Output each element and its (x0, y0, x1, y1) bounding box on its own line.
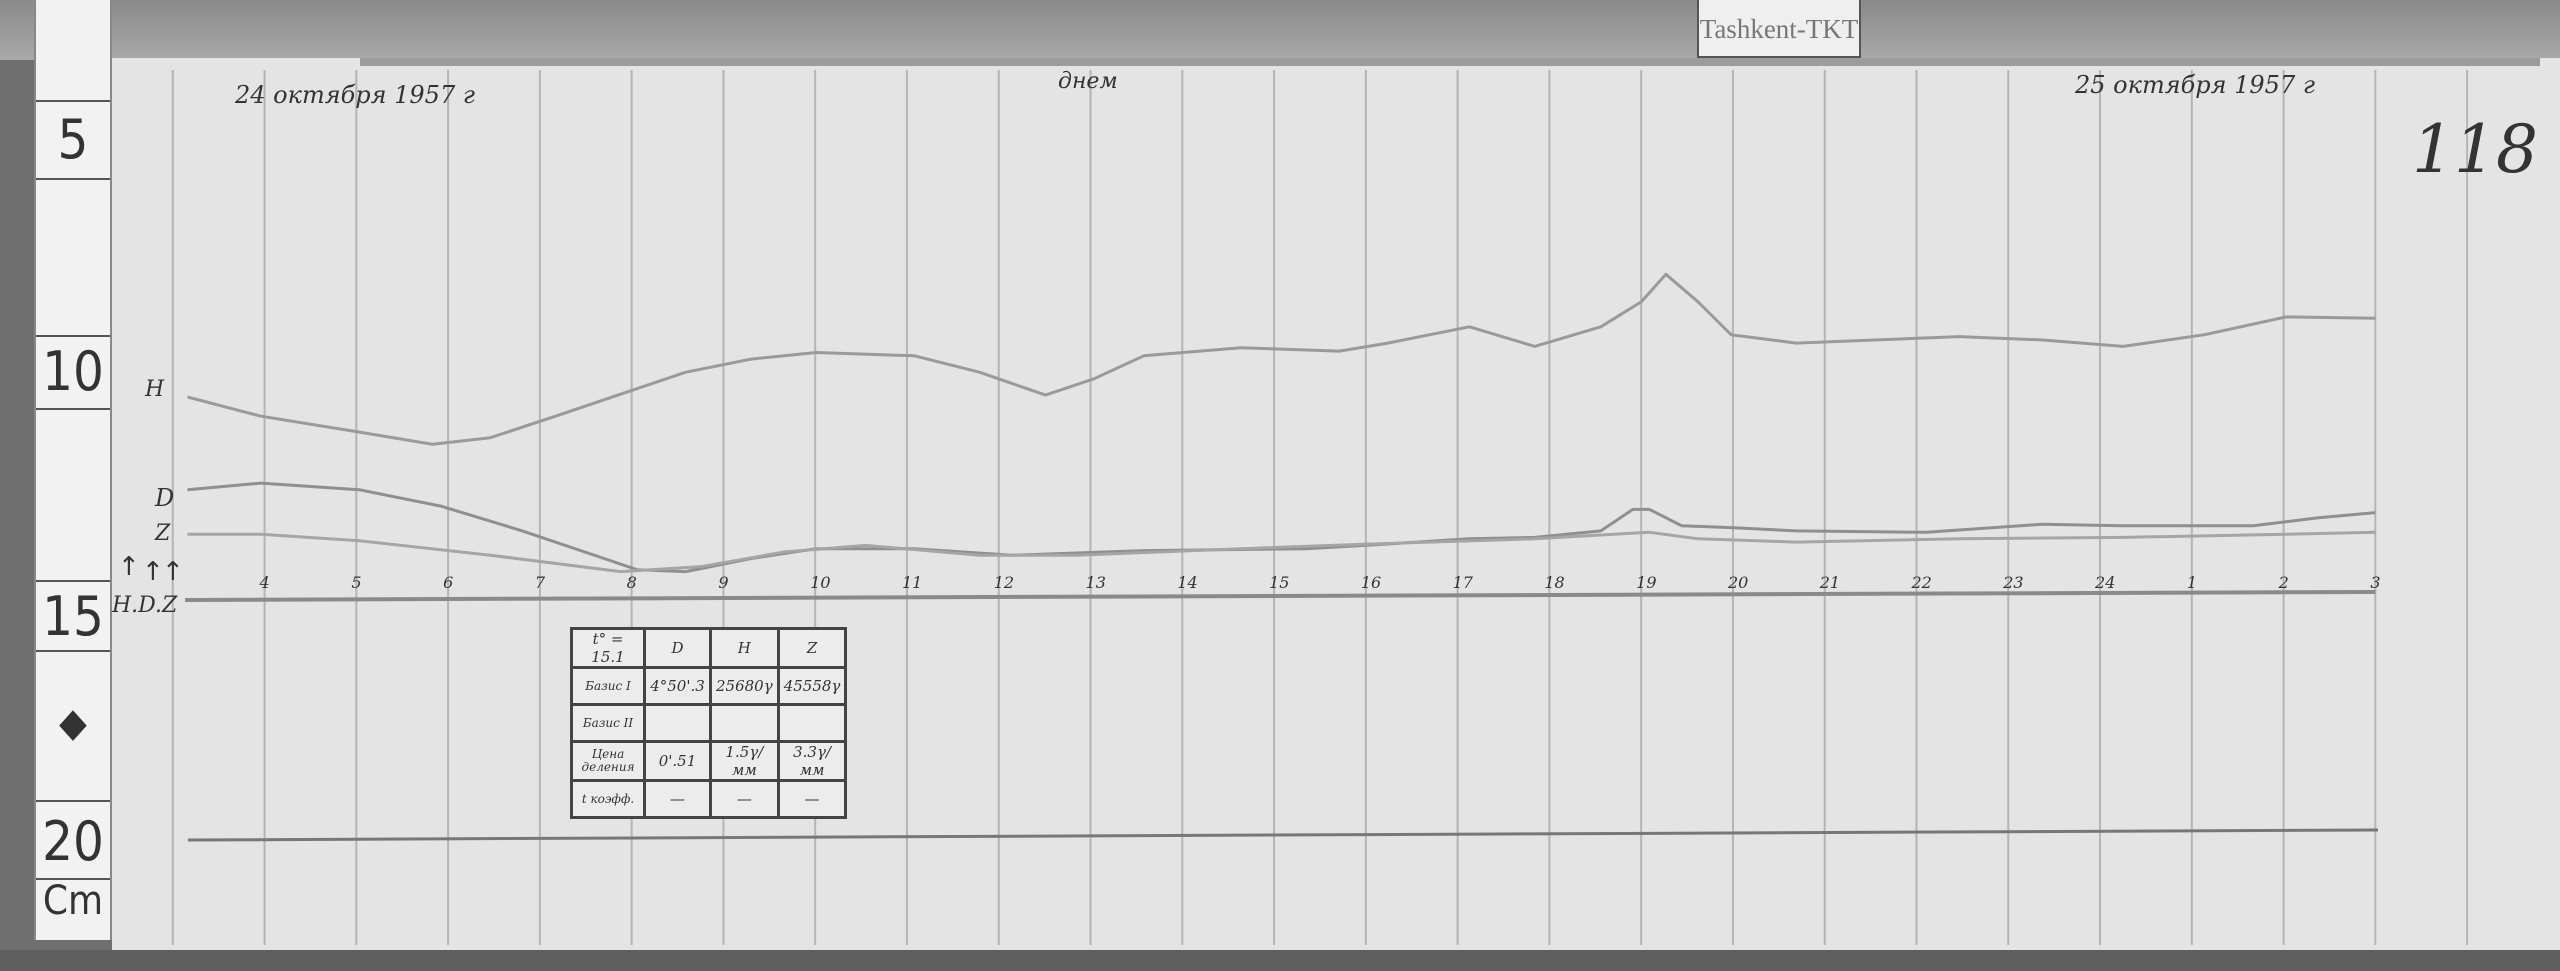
table-cell: D (643, 627, 712, 669)
ruler-line (36, 800, 110, 802)
baseline (184, 589, 2376, 602)
table-cell: — (643, 779, 712, 819)
table-cell: 0'.51 (643, 740, 712, 782)
trace-label-d: D (154, 484, 174, 512)
ruler-line (36, 408, 110, 410)
cm-ruler: 5 10 15 ◆ 20 Cm (34, 0, 112, 940)
calibration-table: t° = 15.1 D H Z Базис I 4°50'.3 25680γ 4… (570, 627, 848, 819)
table-row-label: Базис I (570, 666, 646, 706)
table-cell: 25680γ (709, 666, 780, 706)
hour-tick-label: 15 (1269, 573, 1289, 592)
magnetogram-sheet (112, 58, 2560, 953)
hour-tick-label: 1 (2187, 573, 2197, 592)
table-cell: 1.5γ/мм (709, 740, 780, 782)
ruler-line (36, 100, 110, 102)
traces (187, 272, 2376, 574)
trace-label-z: Z (154, 521, 171, 546)
center-note: днем (1058, 69, 1118, 94)
hour-tick-label: 21 (1819, 573, 1840, 592)
hour-tick-label: 4 (259, 573, 270, 592)
hour-tick-label: 18 (1544, 573, 1564, 592)
hour-tick-label: 13 (1086, 573, 1106, 592)
ruler-mark-15: 15 (42, 585, 104, 648)
ruler-unit: Cm (42, 878, 104, 924)
station-label: Tashkent-TKT (1697, 0, 1861, 58)
hour-tick-label: 7 (535, 573, 546, 592)
trace-h (187, 272, 2376, 446)
hour-tick-label: 12 (994, 573, 1014, 592)
table-cell (776, 703, 848, 743)
ruler-mark-5: 5 (57, 108, 89, 171)
table-cell: — (709, 779, 780, 819)
hour-grid (171, 70, 2469, 945)
hour-tick-label: 16 (1361, 573, 1381, 592)
table-cell (709, 703, 780, 743)
hour-tick-label: 24 (2094, 573, 2115, 592)
baseline-label: H.D.Z (111, 593, 178, 618)
ruler-line (36, 878, 110, 880)
hour-tick-label: 10 (810, 573, 830, 592)
hour-tick-label: 6 (443, 573, 453, 592)
hour-tick-label: 14 (1177, 573, 1197, 592)
ruler-line (36, 178, 110, 180)
arrow-up-icon: ↑ (162, 557, 184, 587)
table-header-row: t° = 15.1 D H Z (570, 627, 848, 669)
hour-tick-label: 9 (718, 573, 728, 592)
baseline-line (184, 589, 2376, 602)
hour-tick-label: 22 (1910, 573, 1931, 592)
table-cell: 4°50'.3 (643, 666, 712, 706)
page-number: 118 (2412, 111, 2538, 188)
hour-tick-label: 23 (2002, 573, 2023, 592)
arrow-up-icon: ↑ (142, 557, 164, 587)
trace-label-h: H (144, 377, 165, 402)
table-row-label: Базис II (570, 703, 646, 743)
frame-top (0, 0, 2560, 60)
ruler-line (36, 650, 110, 652)
hour-tick-label: 8 (627, 573, 637, 592)
table-row: Базис II (570, 703, 848, 743)
hour-tick-label: 20 (1727, 573, 1748, 592)
table-row-label: t коэфф. (570, 779, 646, 819)
date-start: 24 октября 1957 г (234, 81, 475, 109)
ruler-line (36, 335, 110, 337)
hour-tick-label: 19 (1636, 573, 1656, 592)
date-end: 25 октября 1957 г (2074, 71, 2315, 99)
trace-z (187, 530, 2376, 574)
table-cell: 45558γ (776, 666, 848, 706)
table-row: t коэфф. — — — (570, 779, 848, 819)
hour-tick-label: 2 (2278, 573, 2289, 592)
frame-bottom (0, 950, 2560, 971)
table-cell: 3.3γ/мм (776, 740, 848, 782)
hour-tick-label: 3 (2370, 573, 2380, 592)
table-cell: — (776, 779, 848, 819)
table-row: Цена деления 0'.51 1.5γ/мм 3.3γ/мм (570, 740, 848, 782)
table-cell: Z (776, 627, 848, 669)
ruler-mark-20: 20 (42, 810, 104, 873)
hour-tick-label: 17 (1453, 573, 1474, 592)
hour-tick-labels: 4 5 6 7 8 9 10 11 12 13 14 15 16 17 18 19 20 21 22 23 24 1 2 3 (259, 573, 2381, 592)
ruler-line (36, 580, 110, 582)
table-row-label: Цена деления (570, 740, 646, 782)
ruler-diamond-icon: ◆ (59, 700, 87, 746)
lower-reference-line (187, 828, 2379, 842)
ruler-mark-10: 10 (42, 340, 104, 403)
table-cell (643, 703, 712, 743)
hour-tick-label: 5 (351, 573, 361, 592)
table-row: Базис I 4°50'.3 25680γ 45558γ (570, 666, 848, 706)
table-cell: t° = 15.1 (570, 627, 646, 669)
hour-tick-label: 11 (902, 573, 922, 592)
glass-edge (360, 58, 2540, 66)
table-cell: H (709, 627, 780, 669)
arrow-up-icon: ↑ (118, 552, 140, 582)
